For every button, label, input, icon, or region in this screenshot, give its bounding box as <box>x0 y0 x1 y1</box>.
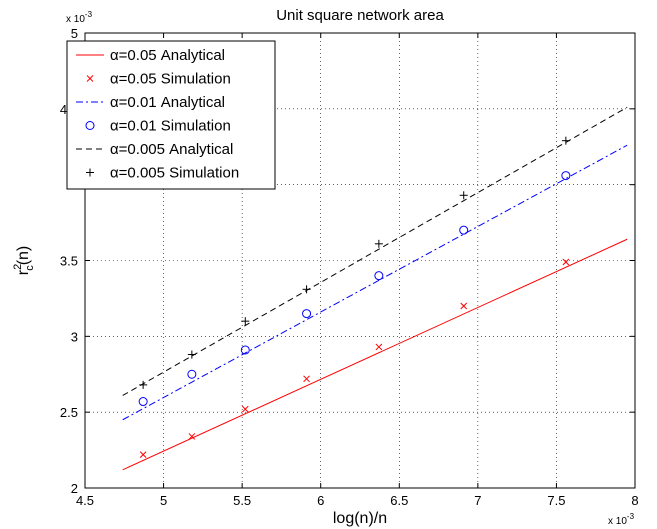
legend-swatch <box>85 121 95 130</box>
y-tick-label: 3 <box>71 329 78 344</box>
x-axis-label: log(n)/n <box>333 510 387 527</box>
y-tick-label: 3.5 <box>60 254 78 269</box>
data-point <box>139 380 148 389</box>
x-tick-label: 6 <box>317 493 324 508</box>
series-layer <box>122 106 628 471</box>
data-point <box>302 309 312 319</box>
series-6 <box>139 136 570 389</box>
data-point <box>459 225 469 235</box>
data-point <box>562 258 570 266</box>
marker-stroke <box>460 302 468 310</box>
legend: α=0.05 Analytical α=0.05 Simulation α=0.01… <box>66 40 276 190</box>
series-4 <box>138 171 571 407</box>
y-exponent-prefix: x 10 <box>66 14 85 25</box>
data-point <box>187 350 196 359</box>
x-exponent-label: x 10-3 <box>608 512 635 527</box>
x-tick-label: 8 <box>631 493 638 508</box>
data-point <box>374 271 384 281</box>
marker-stroke <box>303 375 310 383</box>
data-point <box>139 451 147 458</box>
data-point <box>241 317 250 326</box>
x-tick-label: 5 <box>160 493 167 508</box>
data-point <box>302 285 311 294</box>
data-point <box>187 369 197 379</box>
legend-swatch <box>86 168 94 177</box>
marker-stroke <box>139 451 147 458</box>
chart-title: Unit square network area <box>276 7 444 24</box>
y-axis-label-rest: (n) <box>15 246 32 266</box>
series-3 <box>122 144 628 421</box>
data-point <box>561 171 571 181</box>
marker-stroke <box>375 343 383 351</box>
series-line <box>122 238 628 471</box>
data-point <box>374 239 383 248</box>
marker-stroke <box>188 433 196 440</box>
legend-box <box>66 40 276 190</box>
y-exponent-power: -3 <box>85 10 93 19</box>
legend-label: α=0.005 Simulation <box>110 165 239 182</box>
x-exponent-power: -3 <box>627 512 635 521</box>
series-line <box>122 144 628 421</box>
data-point <box>561 136 570 145</box>
x-tick-label: 7.5 <box>547 493 565 508</box>
data-point <box>240 345 250 355</box>
legend-label: α=0.05 Simulation <box>110 71 231 88</box>
y-axis-label-sub: c <box>24 265 36 271</box>
data-point <box>460 302 468 310</box>
data-point <box>459 191 468 200</box>
marker-stroke <box>86 75 94 82</box>
y-tick-label: 5 <box>71 26 78 41</box>
series-5 <box>122 106 628 396</box>
x-exponent-prefix: x 10 <box>608 516 627 527</box>
legend-label: α=0.01 Simulation <box>110 118 231 135</box>
legend-item: α=0.005 Analytical <box>76 141 233 158</box>
y-axis-label: r2c(n) <box>12 246 36 276</box>
legend-item: α=0.01 Analytical <box>76 94 225 111</box>
y-tick-label: 2 <box>71 481 78 496</box>
y-axis-label-base: r <box>15 269 32 275</box>
x-tick-label: 5.5 <box>233 493 251 508</box>
data-point <box>375 343 383 351</box>
legend-item: α=0.05 Simulation <box>86 71 231 88</box>
series-1 <box>122 238 628 471</box>
legend-swatch <box>86 75 94 82</box>
legend-label: α=0.05 Analytical <box>110 47 225 64</box>
data-point <box>138 397 148 407</box>
marker-stroke <box>241 405 249 413</box>
data-point <box>188 433 196 440</box>
legend-label: α=0.005 Analytical <box>110 141 233 158</box>
legend-item: α=0.05 Analytical <box>76 47 225 64</box>
series-2 <box>139 258 570 458</box>
data-point <box>241 405 249 413</box>
y-axis-label-sup: 2 <box>12 264 24 270</box>
marker-stroke <box>562 258 570 266</box>
legend-item: α=0.01 Simulation <box>85 118 231 135</box>
data-point <box>303 375 310 383</box>
x-tick-label: 6.5 <box>390 493 408 508</box>
x-tick-label: 4.5 <box>76 493 94 508</box>
series-line <box>122 106 628 396</box>
legend-item: α=0.005 Simulation <box>86 165 239 182</box>
y-tick-label: 2.5 <box>60 405 78 420</box>
legend-label: α=0.01 Analytical <box>110 94 225 111</box>
y-exponent-label: x 10-3 <box>66 10 93 25</box>
x-tick-label: 7 <box>474 493 481 508</box>
